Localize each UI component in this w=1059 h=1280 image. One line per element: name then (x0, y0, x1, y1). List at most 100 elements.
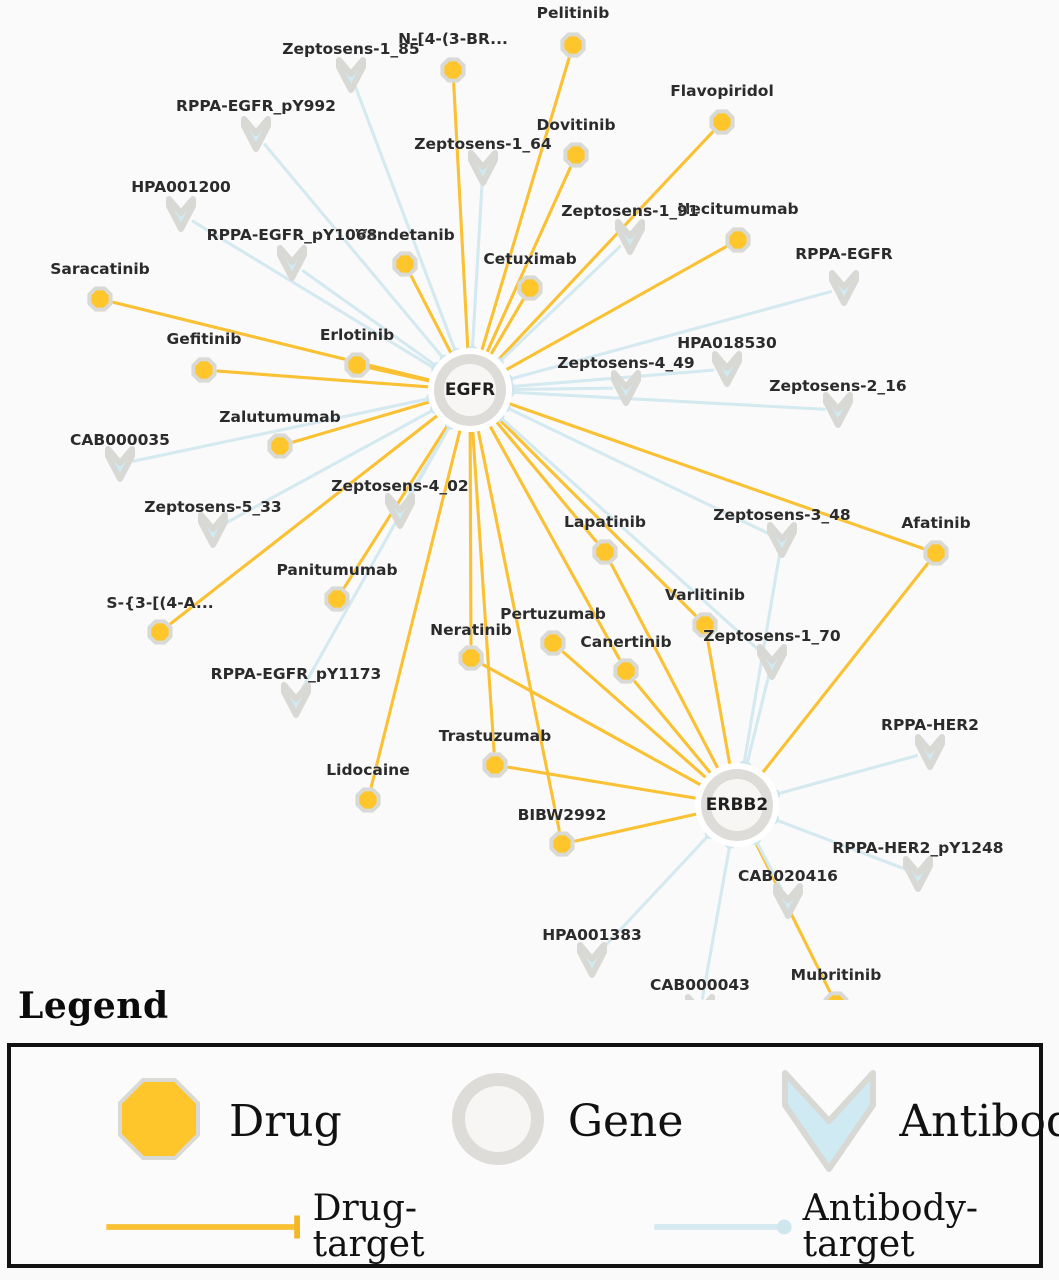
network-graph[interactable]: Pelitinib N-[4-(3-BR...Zeptosens-1_85 Flav… (0, 0, 1059, 1000)
node-label: Canertinib (580, 633, 671, 651)
node-drug-afatinib[interactable] (923, 540, 949, 566)
node-drug-pertuzumab[interactable] (540, 630, 566, 656)
node-antibody-zeptosens_1_85[interactable] (336, 57, 366, 93)
node-antibody-zeptosens_4_49[interactable] (611, 370, 641, 406)
node-label: RPPA-EGFR_pY992 (176, 97, 336, 115)
node-drug-vandetanib[interactable] (392, 251, 418, 277)
node-antibody-zeptosens_5_33[interactable] (198, 512, 228, 548)
drug-octagon-icon (923, 540, 949, 566)
node-antibody-cab000035[interactable] (105, 446, 135, 482)
legend-item-drug-target: Drug-target (103, 1191, 491, 1263)
node-antibody-rppa_egfr[interactable] (829, 270, 859, 306)
drug-octagon-icon (87, 286, 113, 312)
legend-label-antibody: Antibody (899, 1096, 1059, 1147)
node-gene-ERBB2[interactable] (695, 763, 779, 847)
node-label: Zeptosens-1_91 (561, 202, 698, 220)
edge-drug[interactable] (633, 680, 719, 781)
node-label: Erlotinib (320, 326, 394, 344)
drug-octagon-icon (482, 752, 508, 778)
edge-drug[interactable] (705, 637, 738, 770)
node-drug-saracatinib[interactable] (87, 286, 113, 312)
node-drug-bibw2992[interactable] (549, 831, 575, 857)
node-antibody-zeptosens_1_64[interactable] (468, 150, 498, 186)
edge-antibody[interactable] (700, 837, 736, 1000)
node-antibody-zeptosens_2_16[interactable] (823, 392, 853, 428)
node-antibody-hpa018530[interactable] (712, 351, 742, 387)
gene-icon (451, 1073, 544, 1165)
node-drug-necitumumab[interactable] (725, 227, 751, 253)
node-label: S-{3-[(4-A... (106, 594, 213, 612)
node-drug-trastuzumab[interactable] (482, 752, 508, 778)
node-label: Zeptosens-4_02 (331, 477, 468, 495)
node-antibody-hpa001383[interactable] (577, 942, 607, 978)
node-label: Zeptosens-1_64 (414, 135, 552, 153)
drug-octagon-icon (324, 586, 350, 612)
node-drug-gefitinib[interactable] (191, 357, 217, 383)
node-antibody-rppa_egfr_py992[interactable] (241, 116, 271, 152)
edge-drug[interactable] (452, 82, 476, 354)
node-drug-s_3_4_a[interactable] (147, 619, 173, 645)
edge-antibody[interactable] (466, 180, 484, 357)
node-gene-EGFR[interactable] (428, 348, 512, 432)
node-label: N-[4-(3-BR... (398, 30, 508, 48)
node-drug-mubritinib[interactable] (823, 991, 849, 1000)
node-label: RPPA-EGFR (795, 245, 893, 263)
edge-drug[interactable] (507, 765, 702, 806)
legend-title: Legend (18, 985, 169, 1027)
node-drug-pelitinib[interactable] (560, 32, 586, 58)
legend-edge-row: Drug-target Antibody-target (11, 1191, 1039, 1263)
legend-item-gene: Gene (438, 1062, 683, 1182)
node-label: Pertuzumab (500, 605, 606, 623)
node-drug-panitumumab[interactable] (324, 586, 350, 612)
node-antibody-zeptosens_3_48[interactable] (767, 522, 797, 558)
node-antibody-zeptosens_1_70[interactable] (757, 644, 787, 680)
node-drug-cetuximab[interactable] (517, 275, 543, 301)
drug-icon (118, 1078, 200, 1160)
edge-antibody[interactable] (769, 754, 919, 801)
edge-drug[interactable] (482, 298, 525, 362)
node-drug-lapatinib[interactable] (592, 539, 618, 565)
drug-octagon-icon (517, 275, 543, 301)
node-drug-canertinib[interactable] (613, 658, 639, 684)
node-label: RPPA-HER2 (881, 716, 979, 734)
node-label: Afatinib (901, 514, 970, 532)
node-drug-dovitinib[interactable] (563, 142, 589, 168)
node-drug-n_4_3_br[interactable] (440, 57, 466, 83)
antibody-chevron-icon (829, 270, 859, 306)
node-label: BIBW2992 (518, 806, 607, 824)
edge-antibody[interactable] (301, 269, 444, 373)
node-label: Lapatinib (564, 513, 646, 531)
node-drug-neratinib[interactable] (458, 645, 484, 671)
node-antibody-rppa_her2_py1248[interactable] (903, 856, 933, 892)
node-antibody-cab020416[interactable] (773, 883, 803, 919)
node-label: HPA001200 (131, 178, 231, 196)
node-drug-zalutumumab[interactable] (267, 433, 293, 459)
node-label: Gefitinib (167, 330, 242, 348)
edge-drug[interactable] (754, 562, 929, 780)
edge-layer (112, 56, 929, 1000)
node-antibody-rppa_egfr_py1173[interactable] (281, 682, 311, 718)
drug-octagon-icon (267, 433, 293, 459)
legend-item-antibody-target: Antibody-target (651, 1191, 1039, 1263)
antibody-target-edge-icon (653, 1219, 792, 1235)
node-antibody-rppa_egfr_py1068[interactable] (277, 245, 307, 281)
node-drug-flavopiridol[interactable] (709, 109, 735, 135)
antibody-icon (782, 1070, 877, 1172)
node-label: HPA018530 (677, 334, 777, 352)
node-antibody-rppa_her2[interactable] (915, 734, 945, 770)
node-antibody-zeptosens_1_91[interactable] (615, 219, 645, 255)
node-label: Zeptosens-4_49 (557, 354, 694, 372)
antibody-chevron-icon (773, 883, 803, 919)
node-drug-erlotinib[interactable] (344, 352, 370, 378)
node-drug-lidocaine[interactable] (355, 787, 381, 813)
node-label: Mubritinib (791, 966, 882, 984)
legend-label-drug-target: Drug-target (312, 1188, 425, 1265)
drug-octagon-icon (392, 251, 418, 277)
drug-octagon-icon (191, 357, 217, 383)
node-label: Trastuzumab (439, 727, 551, 745)
node-antibody-zeptosens_4_02[interactable] (385, 493, 415, 529)
drug-octagon-icon (344, 352, 370, 378)
node-antibody-hpa001200[interactable] (166, 196, 196, 232)
node-label: Zalutumumab (219, 408, 340, 426)
node-drug-varlitinib[interactable] (692, 612, 718, 638)
